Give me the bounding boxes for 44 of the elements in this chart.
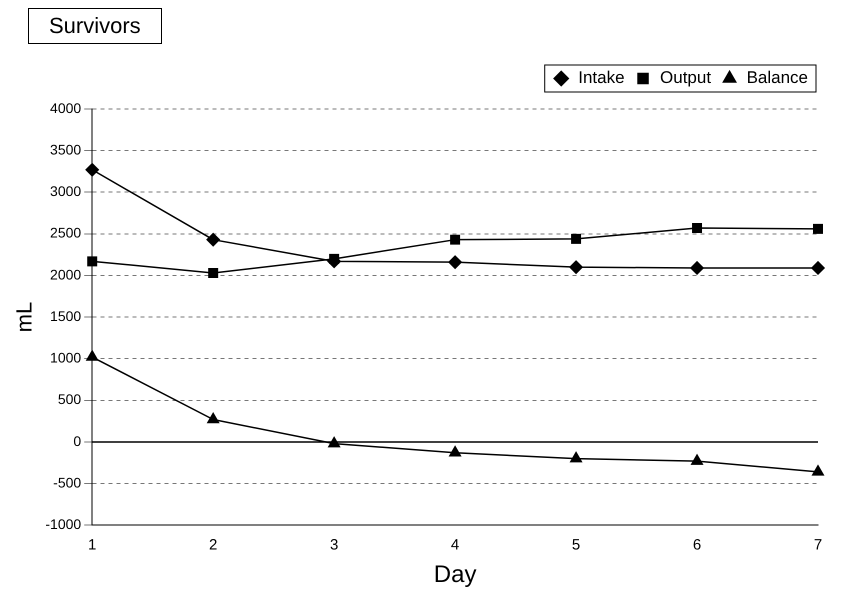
point	[571, 234, 582, 244]
point	[811, 261, 825, 275]
y-tick-label: -1000	[45, 516, 82, 532]
point	[690, 261, 704, 275]
chart-title: Survivors	[28, 8, 162, 44]
point	[449, 446, 462, 457]
x-tick-label: 6	[692, 536, 702, 554]
point	[692, 223, 702, 234]
legend-label: Balance	[746, 68, 808, 88]
y-tick-label: 0	[73, 432, 82, 449]
x-tick-label: 5	[572, 536, 580, 554]
x-tick-label: 7	[814, 536, 822, 554]
y-tick-label: 3500	[50, 141, 82, 158]
point	[329, 254, 340, 264]
point	[570, 452, 582, 462]
point	[208, 268, 218, 278]
point	[813, 224, 823, 234]
point	[87, 256, 98, 266]
x-axis-title: Day	[434, 561, 476, 588]
legend-label: Intake	[578, 68, 625, 88]
x-tick-label: 4	[450, 536, 460, 554]
x-tick-label: 2	[209, 536, 218, 554]
y-tick-label: -500	[53, 474, 82, 490]
point	[450, 234, 460, 245]
point	[328, 436, 340, 448]
y-tick-label: 1000	[50, 350, 82, 366]
point	[812, 465, 824, 476]
point	[691, 454, 703, 465]
y-tick-label: 2500	[50, 224, 82, 241]
x-tick-label: 1	[88, 536, 96, 554]
point	[206, 232, 220, 246]
y-tick-label: 1500	[50, 308, 82, 324]
y-tick-label: 4000	[50, 100, 82, 116]
y-axis-title: mL	[11, 302, 36, 332]
y-tick-label: 3000	[50, 183, 82, 200]
legend-label: Output	[660, 68, 712, 88]
point	[569, 260, 583, 274]
point	[207, 412, 220, 424]
y-tick-label: 500	[58, 391, 82, 408]
point	[86, 350, 98, 361]
y-tick-label: 2000	[50, 266, 82, 282]
x-tick-label: 3	[330, 536, 338, 554]
point	[85, 163, 99, 177]
point	[448, 255, 462, 269]
